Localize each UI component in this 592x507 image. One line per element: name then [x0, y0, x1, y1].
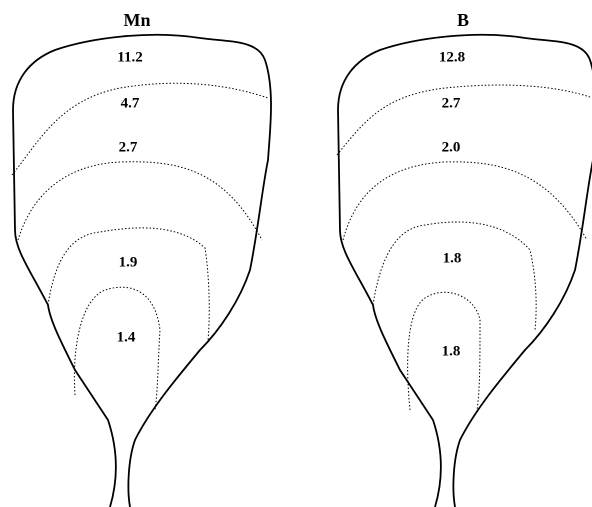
zone-value: 4.7	[121, 95, 140, 111]
leaf-outline	[337, 33, 592, 507]
zone-boundary	[342, 161, 588, 241]
leaf-outline	[12, 33, 272, 507]
zone-boundary	[336, 84, 592, 156]
zone-value: 2.7	[442, 95, 461, 111]
zone-boundary	[47, 227, 210, 341]
zone-value: 12.8	[439, 49, 465, 65]
panel-title: B	[457, 10, 469, 30]
leaf-panel	[11, 33, 272, 507]
zone-value: 1.9	[119, 254, 138, 270]
zone-boundary	[11, 82, 269, 176]
zone-value: 1.4	[117, 329, 136, 345]
zone-value: 1.8	[443, 250, 462, 266]
zone-value: 2.7	[119, 139, 138, 155]
zone-boundary	[17, 161, 263, 241]
leaf-panel	[336, 33, 592, 507]
zone-value: 1.8	[442, 343, 461, 359]
panel-title: Mn	[124, 10, 151, 30]
zone-boundary	[372, 221, 537, 331]
zone-boundary	[73, 286, 161, 411]
zone-value: 2.0	[442, 139, 461, 155]
zone-value: 11.2	[117, 49, 142, 65]
